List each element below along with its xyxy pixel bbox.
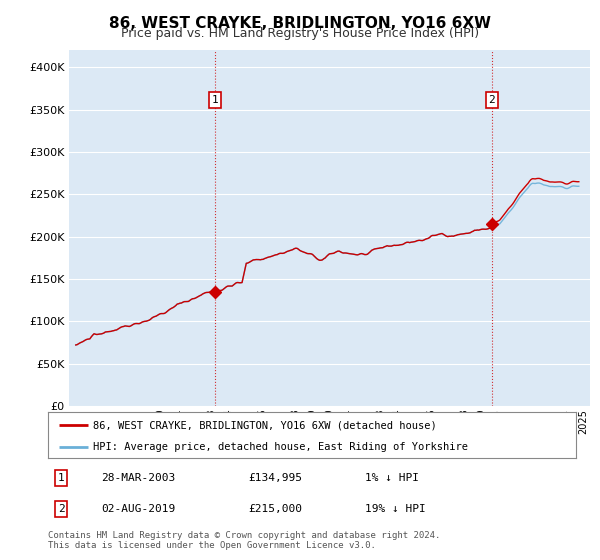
Text: 2: 2 — [58, 504, 65, 514]
Text: £134,995: £134,995 — [248, 473, 302, 483]
Text: 2: 2 — [488, 95, 495, 105]
Text: HPI: Average price, detached house, East Riding of Yorkshire: HPI: Average price, detached house, East… — [93, 442, 468, 451]
Text: 1: 1 — [212, 95, 218, 105]
Text: 02-AUG-2019: 02-AUG-2019 — [101, 504, 175, 514]
Text: 86, WEST CRAYKE, BRIDLINGTON, YO16 6XW (detached house): 86, WEST CRAYKE, BRIDLINGTON, YO16 6XW (… — [93, 420, 437, 430]
Text: 19% ↓ HPI: 19% ↓ HPI — [365, 504, 425, 514]
Text: 1% ↓ HPI: 1% ↓ HPI — [365, 473, 419, 483]
Text: £215,000: £215,000 — [248, 504, 302, 514]
Text: 86, WEST CRAYKE, BRIDLINGTON, YO16 6XW: 86, WEST CRAYKE, BRIDLINGTON, YO16 6XW — [109, 16, 491, 31]
Text: 28-MAR-2003: 28-MAR-2003 — [101, 473, 175, 483]
Text: Price paid vs. HM Land Registry's House Price Index (HPI): Price paid vs. HM Land Registry's House … — [121, 27, 479, 40]
Text: Contains HM Land Registry data © Crown copyright and database right 2024.
This d: Contains HM Land Registry data © Crown c… — [48, 531, 440, 550]
Text: 1: 1 — [58, 473, 65, 483]
